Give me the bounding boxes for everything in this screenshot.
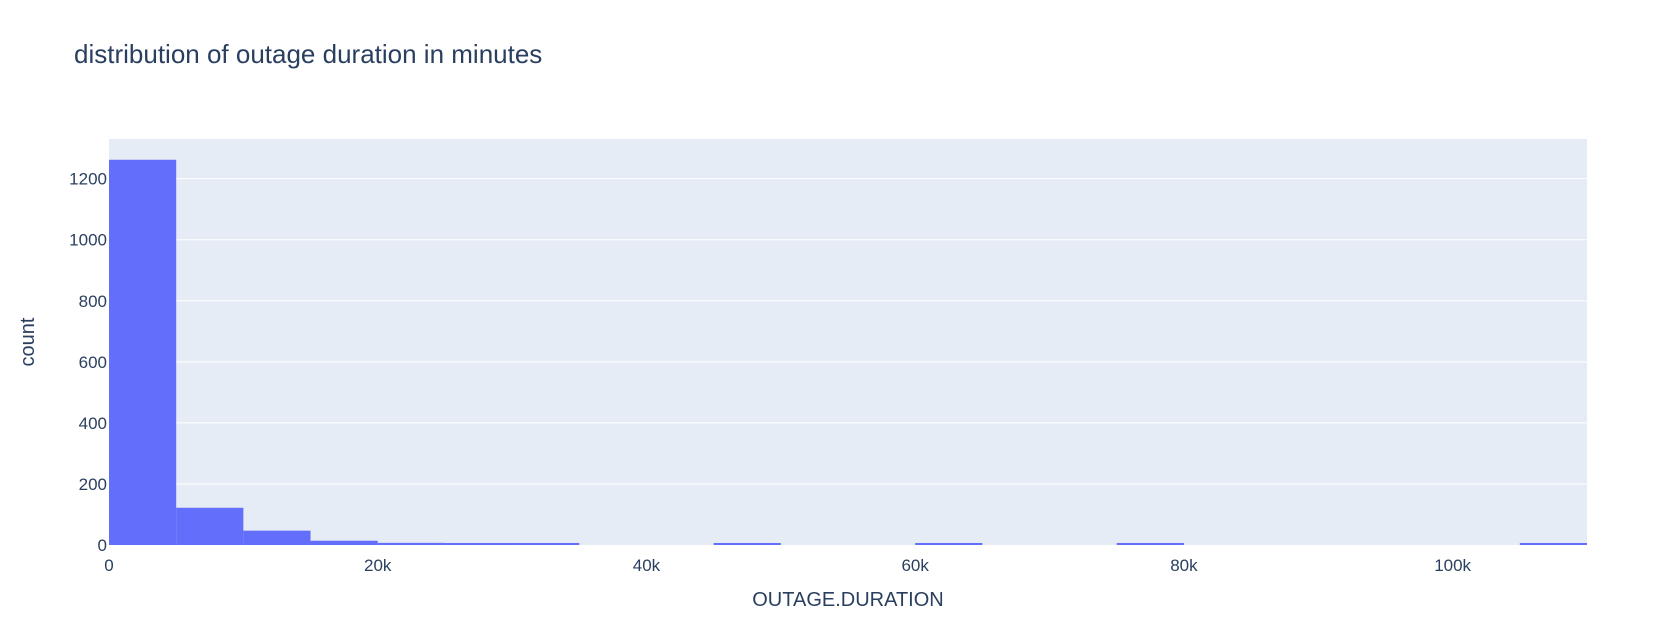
histogram-bar[interactable] — [243, 530, 311, 545]
x-axis-title: OUTAGE.DURATION — [752, 589, 943, 611]
histogram-bar[interactable] — [1116, 543, 1184, 545]
histogram-bar[interactable] — [377, 542, 445, 545]
y-tick-label: 200 — [79, 475, 107, 494]
y-axis-title: count — [17, 317, 39, 366]
y-tick-label: 600 — [79, 353, 107, 372]
chart-title: distribution of outage duration in minut… — [74, 39, 542, 69]
y-tick-label: 400 — [79, 414, 107, 433]
gridlines — [109, 178, 1587, 485]
histogram-bar[interactable] — [444, 543, 513, 545]
x-tick-label: 0 — [104, 556, 113, 575]
y-tick-label: 800 — [79, 292, 107, 311]
y-tick-label: 1000 — [69, 231, 107, 250]
y-tick-label: 0 — [98, 536, 107, 555]
histogram-bars — [109, 159, 1587, 546]
x-tick-label: 60k — [901, 556, 929, 575]
x-tick-label: 80k — [1170, 556, 1198, 575]
histogram-bar[interactable] — [713, 543, 781, 545]
histogram-bar[interactable] — [1519, 543, 1587, 545]
histogram-bar[interactable] — [915, 543, 983, 545]
y-tick-label: 1200 — [69, 170, 107, 189]
y-axis-ticks: 0 200 400 600 800 1000 1200 — [69, 170, 107, 555]
x-tick-label: 40k — [633, 556, 661, 575]
x-tick-label: 100k — [1434, 556, 1471, 575]
plot-area — [109, 139, 1587, 545]
histogram-bar[interactable] — [310, 540, 378, 545]
x-tick-label: 20k — [364, 556, 392, 575]
histogram-bar[interactable] — [109, 159, 177, 546]
x-axis-ticks: 0 20k 40k 60k 80k 100k — [104, 556, 1471, 575]
histogram-bar[interactable] — [176, 507, 244, 545]
histogram-bar[interactable] — [512, 543, 580, 545]
